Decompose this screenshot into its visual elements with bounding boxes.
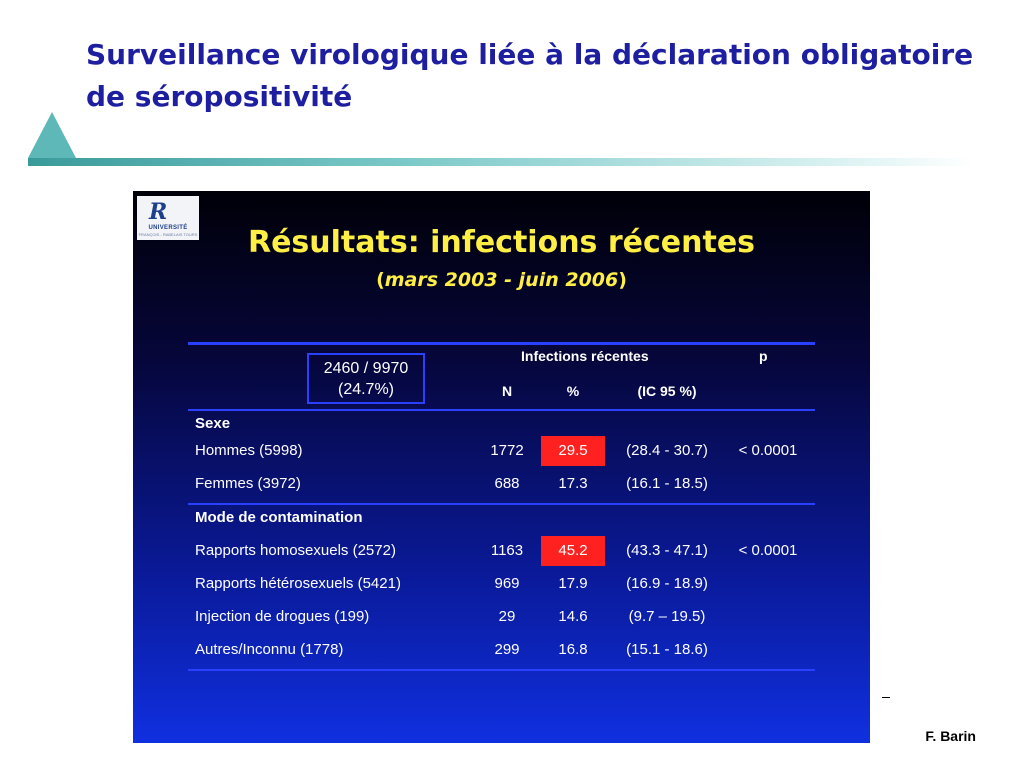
row-ic: (43.3 - 47.1) bbox=[626, 542, 708, 559]
decorative-title-bar bbox=[28, 158, 974, 166]
row-n: 1772 bbox=[490, 442, 524, 459]
row-percent: 16.8 bbox=[558, 641, 588, 658]
header-n: N bbox=[501, 383, 513, 399]
row-ic: (16.9 - 18.9) bbox=[626, 575, 708, 592]
row-p: < 0.0001 bbox=[738, 542, 798, 559]
header-p: p bbox=[759, 348, 768, 364]
subtitle-dates: mars 2003 - juin 2006 bbox=[384, 269, 619, 291]
row-p: < 0.0001 bbox=[738, 442, 798, 459]
logo-mark: R bbox=[149, 199, 168, 225]
subtitle-close: ) bbox=[618, 269, 627, 291]
logo-text: UNIVERSITÉ bbox=[148, 225, 188, 231]
section-sexe: Sexe bbox=[195, 415, 231, 432]
row-ic: (15.1 - 18.6) bbox=[626, 641, 708, 658]
summary-count: 2460 / 9970 bbox=[323, 360, 409, 377]
table-rule-header bbox=[188, 409, 815, 411]
logo-subtext: FRANÇOIS - RABELAIS TOURS bbox=[138, 232, 198, 237]
row-label: Injection de drogues (199) bbox=[195, 608, 370, 625]
summary-box: 2460 / 9970 (24.7%) bbox=[307, 353, 425, 404]
row-label: Hommes (5998) bbox=[195, 442, 303, 459]
row-percent-highlighted: 29.5 bbox=[541, 436, 605, 466]
row-label: Femmes (3972) bbox=[195, 475, 301, 492]
table-rule-top bbox=[188, 342, 815, 345]
row-n: 1163 bbox=[490, 542, 524, 559]
row-n: 299 bbox=[494, 641, 520, 658]
header-infections-recentes: Infections récentes bbox=[521, 348, 649, 364]
row-percent: 17.3 bbox=[558, 475, 588, 492]
header-ic-95: (IC 95 %) bbox=[637, 383, 697, 399]
small-dash-mark bbox=[882, 697, 890, 698]
results-title: Résultats: infections récentes bbox=[247, 225, 756, 260]
table-rule-section bbox=[188, 503, 815, 505]
slide-title: Surveillance virologique liée à la décla… bbox=[86, 38, 974, 113]
row-ic: (16.1 - 18.5) bbox=[626, 475, 708, 492]
row-percent: 17.9 bbox=[558, 575, 588, 592]
results-period: (mars 2003 - juin 2006) bbox=[133, 269, 870, 291]
summary-percent: (24.7%) bbox=[337, 381, 395, 398]
decorative-triangle bbox=[28, 112, 76, 158]
row-label: Autres/Inconnu (1778) bbox=[195, 641, 344, 658]
row-label: Rapports hétérosexuels (5421) bbox=[195, 575, 401, 592]
section-mode-contamination: Mode de contamination bbox=[195, 509, 363, 526]
row-ic: (9.7 – 19.5) bbox=[628, 608, 706, 625]
row-percent: 14.6 bbox=[558, 608, 588, 625]
row-n: 29 bbox=[498, 608, 516, 625]
subtitle-open: ( bbox=[376, 269, 385, 291]
row-label: Rapports homosexuels (2572) bbox=[195, 542, 396, 559]
university-logo: R UNIVERSITÉ FRANÇOIS - RABELAIS TOURS bbox=[137, 196, 199, 240]
table-rule-bottom bbox=[188, 669, 815, 671]
row-percent-highlighted: 45.2 bbox=[541, 536, 605, 566]
header-percent: % bbox=[566, 383, 580, 399]
author-credit: F. Barin bbox=[925, 728, 976, 744]
embedded-results-slide: R UNIVERSITÉ FRANÇOIS - RABELAIS TOURS R… bbox=[133, 191, 870, 743]
row-n: 688 bbox=[494, 475, 520, 492]
row-ic: (28.4 - 30.7) bbox=[626, 442, 708, 459]
row-n: 969 bbox=[494, 575, 520, 592]
